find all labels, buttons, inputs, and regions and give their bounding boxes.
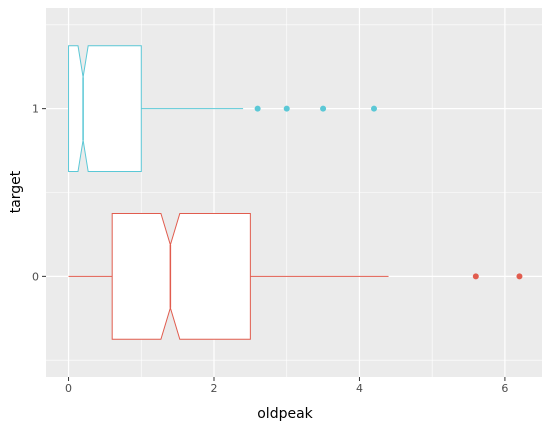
outlier-point: [473, 273, 479, 279]
notched-box: [112, 213, 250, 339]
outlier-point: [320, 106, 326, 112]
y-axis-ticks: 01: [32, 103, 46, 284]
outlier-point: [371, 106, 377, 112]
x-axis-ticks: 0 2 4 6: [65, 377, 508, 395]
x-tick-label: 0: [65, 382, 72, 395]
y-tick-label: 0: [32, 270, 39, 283]
x-tick-label: 4: [356, 382, 363, 395]
x-tick-label: 6: [501, 382, 508, 395]
notched-box: [69, 46, 142, 172]
outlier-point: [516, 273, 522, 279]
x-axis-title: oldpeak: [257, 406, 313, 422]
outlier-point: [255, 106, 261, 112]
x-tick-label: 2: [211, 382, 218, 395]
y-tick-label: 1: [32, 103, 39, 116]
outlier-point: [284, 106, 290, 112]
y-axis-title: target: [8, 170, 24, 213]
